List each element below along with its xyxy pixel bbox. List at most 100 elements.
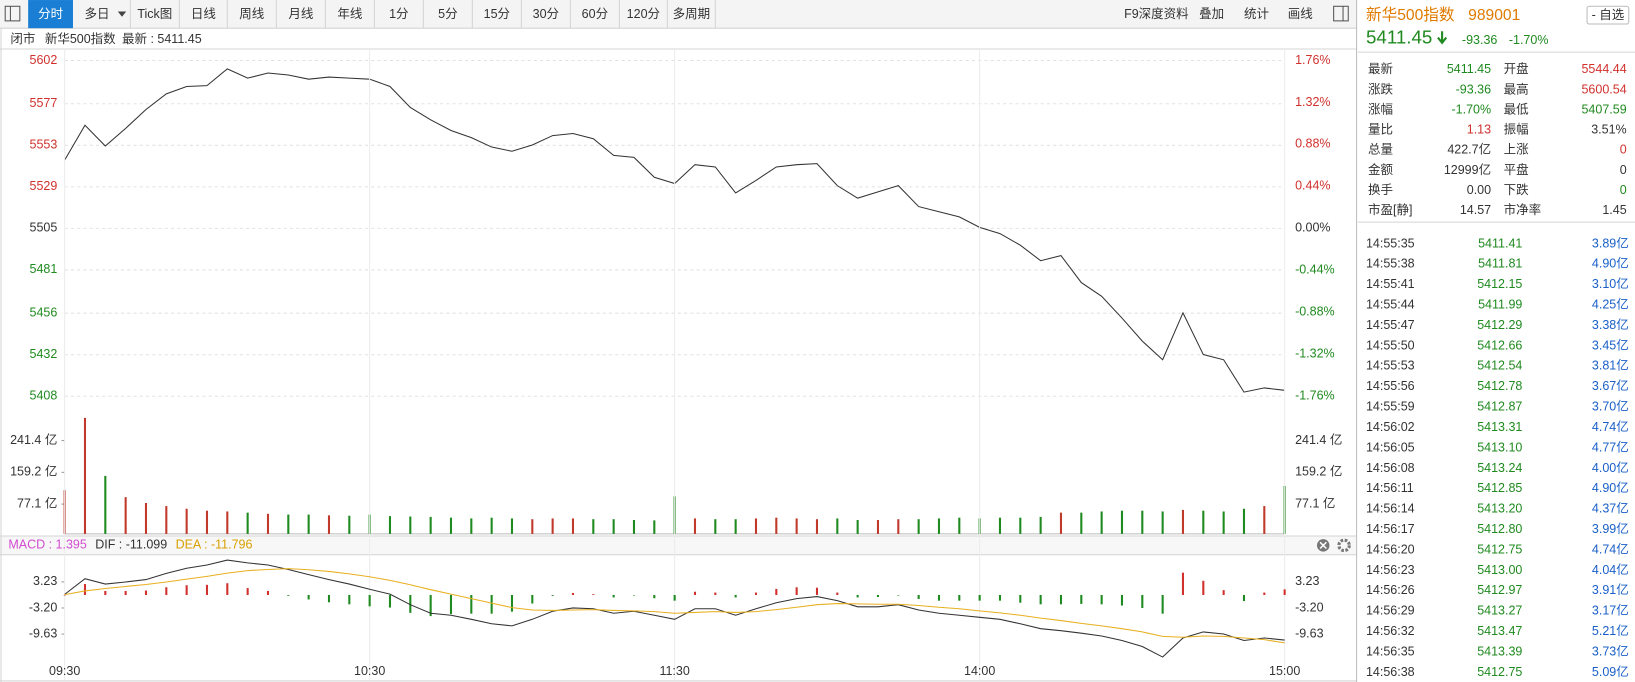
trade-price: 5411.99: [1478, 298, 1522, 312]
toolbar-button[interactable]: 统计: [1244, 7, 1269, 21]
macd-line: [64, 568, 1285, 644]
macd-bar: [876, 594, 880, 598]
trade-time: 14:55:53: [1366, 359, 1415, 373]
macd-bar: [592, 594, 595, 595]
quote-name: 新华500指数: [1366, 6, 1455, 24]
trade-time: 14:55:35: [1366, 236, 1415, 250]
toolbar-button[interactable]: 年线: [337, 7, 363, 21]
trade-price: 5413.47: [1477, 624, 1522, 638]
trade-amount: 3.73亿: [1592, 643, 1629, 658]
volume-bar: [1222, 511, 1225, 534]
trade-time: 14:56:32: [1366, 624, 1415, 638]
quote-value: 12999亿: [1444, 162, 1491, 177]
y-tick-label: 3.23: [33, 574, 57, 588]
volume-bar: [246, 512, 249, 534]
toolbar-button[interactable]: 周线: [239, 7, 265, 21]
quote-label: 涨跌: [1368, 81, 1394, 96]
quote-value: 5600.54: [1581, 82, 1626, 96]
volume-bar: [897, 519, 900, 534]
toolbar-button[interactable]: F9深度资料: [1124, 6, 1189, 21]
volume-bar: [510, 518, 514, 534]
macd-bar: [1242, 594, 1246, 602]
macd-bar: [653, 594, 656, 599]
macd-bar: [998, 594, 1002, 601]
toolbar-button[interactable]: 月线: [288, 7, 314, 21]
macd-bar: [937, 594, 941, 601]
y-tick-label-right: 77.1 亿: [1295, 495, 1335, 510]
macd-bar: [571, 592, 575, 595]
macd-bar: [226, 583, 229, 595]
watchlist-button[interactable]: [1586, 5, 1630, 25]
volume-bar: [185, 508, 188, 534]
volume-bar: [205, 510, 209, 534]
toolbar-button[interactable]: 叠加: [1199, 7, 1224, 21]
quote-code: 989001: [1468, 7, 1520, 24]
settings-icon[interactable]: [1337, 538, 1351, 553]
trade-amount: 5.09亿: [1592, 664, 1629, 679]
volume-bar: [83, 417, 87, 534]
trade-price: 5413.10: [1477, 440, 1522, 454]
volume-bar: [1263, 506, 1266, 534]
y2-tick-label: 0.44%: [1295, 179, 1330, 193]
volume-bar: [531, 519, 534, 534]
volume-bar: [1141, 510, 1144, 534]
trade-amount: 3.17亿: [1592, 603, 1629, 618]
macd-bar: [307, 594, 310, 600]
volume-bar: [592, 519, 595, 534]
macd-bar: [1059, 594, 1063, 605]
quote-label: 最新: [1368, 61, 1393, 76]
macd-header: [0, 535, 1357, 555]
y2-tick-label: 0.00%: [1295, 221, 1330, 235]
volume-bar: [1059, 512, 1063, 534]
trade-price: 5413.20: [1477, 502, 1522, 516]
volume-bar: [1039, 516, 1042, 534]
toolbar-button[interactable]: Tick图: [137, 7, 172, 21]
toolbar-button[interactable]: 30分: [533, 7, 559, 21]
toolbar-button[interactable]: 120分: [627, 7, 660, 21]
quote-label: 振幅: [1504, 122, 1529, 137]
toolbar-button[interactable]: 5分: [438, 7, 457, 21]
y-tick-label-right: 3.23: [1295, 574, 1319, 588]
macd-bar: [815, 587, 819, 595]
macd-bar: [612, 594, 615, 598]
toolbar-button[interactable]: 画线: [1288, 7, 1314, 21]
volume-bar: [165, 506, 168, 534]
quote-value: 0: [1620, 183, 1627, 197]
toolbar-button[interactable]: 15分: [484, 7, 510, 21]
macd-bar: [673, 594, 676, 601]
macd-bar: [531, 594, 534, 604]
toolbar-button[interactable]: 1分: [389, 7, 408, 21]
dropdown-arrow[interactable]: [117, 11, 127, 17]
macd-bar: [287, 594, 290, 596]
macd-bar: [1019, 594, 1022, 603]
toolbar-button[interactable]: 60分: [582, 7, 608, 21]
volume-bar: [287, 514, 290, 534]
toolbar-button[interactable]: 分时: [38, 7, 64, 21]
macd-bar: [510, 594, 514, 612]
macd-bar: [1161, 594, 1164, 614]
macd-bar: [1120, 594, 1124, 606]
macd-legend-item: MACD : 1.395: [8, 538, 87, 552]
macd-bar: [205, 584, 209, 595]
toolbar-button[interactable]: 多日: [84, 7, 109, 21]
watchlist-button-label[interactable]: - 自选: [1592, 8, 1625, 22]
quote-value: 0: [1620, 163, 1627, 177]
side-toggle-icon[interactable]: [1333, 5, 1349, 22]
toolbar-button[interactable]: 日线: [191, 7, 217, 21]
y-tick-label: 5432: [30, 347, 58, 361]
x-tick-label: 09:30: [49, 664, 80, 678]
macd-bar: [1202, 580, 1205, 595]
trade-amount: 3.45亿: [1592, 337, 1629, 352]
macd-bar: [104, 590, 107, 595]
volume-bar: [327, 515, 331, 534]
close-icon-x: [1319, 541, 1327, 550]
trade-time: 14:56:38: [1366, 665, 1415, 679]
toolbar-button[interactable]: 多周期: [673, 7, 711, 21]
trade-time: 14:55:56: [1366, 379, 1415, 393]
panel-toggle-icon[interactable]: [4, 5, 21, 22]
index-name: 新华500指数: [45, 31, 116, 46]
y-tick-label: 5481: [30, 262, 58, 276]
volume-bar: [266, 513, 270, 534]
